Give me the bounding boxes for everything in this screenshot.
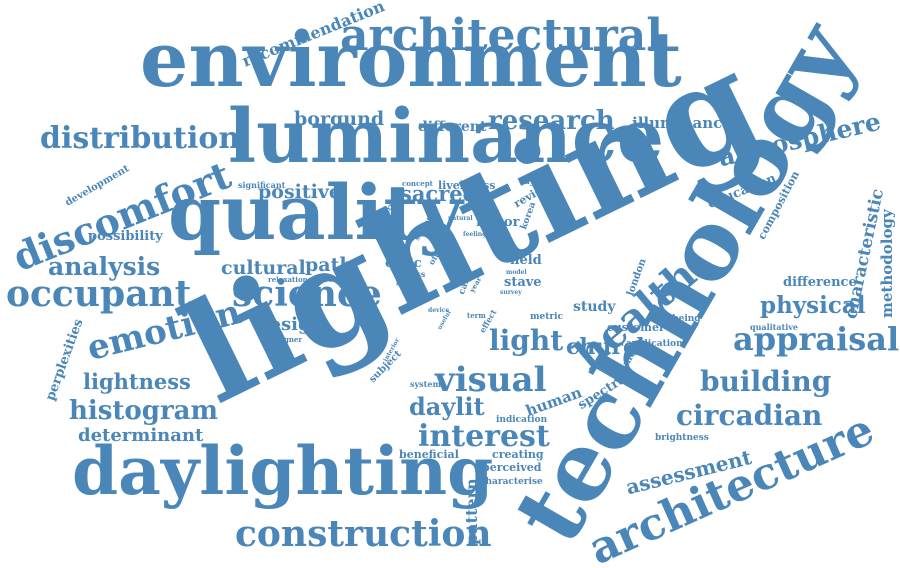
word-feeling: feeling (463, 231, 487, 238)
word-indication: indication (496, 415, 548, 425)
word-liveliness: liveliness (438, 179, 496, 192)
word-quality: quality (168, 168, 463, 257)
word-brightness: brightness (655, 433, 709, 443)
word-result: result (318, 275, 348, 285)
word-path: path (305, 254, 354, 276)
word-design: design (257, 314, 324, 335)
word-church: church (566, 334, 653, 360)
word-creating: creating (492, 448, 544, 461)
word-difference: difference (783, 275, 857, 290)
word-application: application (626, 339, 683, 349)
word-histogram: histogram (69, 396, 219, 426)
word-sacred: sacred (400, 181, 478, 206)
word-characterise: characterise (480, 477, 543, 487)
word-metric: metric (530, 312, 564, 322)
word-borgund: borgund (294, 108, 385, 130)
word-designer: designer (268, 335, 303, 344)
word-circadian: circadian (676, 399, 823, 432)
word-interest: interest (418, 419, 550, 454)
word-methodology: methodology (878, 209, 896, 318)
word-distribution: distribution (40, 121, 241, 156)
word-daylight: daylight (519, 176, 556, 186)
word-positive: positive (258, 181, 341, 203)
word-optic: optic (385, 256, 422, 271)
word-appraisal: appraisal (733, 320, 900, 358)
word-field: field (510, 253, 542, 268)
word-daylighting: daylighting (72, 432, 494, 510)
word-luminance: luminance (228, 94, 665, 180)
word-visual: visual (435, 360, 547, 400)
word-environment: environment (140, 15, 682, 104)
word-paper: paper (396, 279, 416, 286)
word-model: model (506, 269, 527, 276)
word-system: system (410, 379, 441, 389)
word-perceived: perceived (482, 461, 542, 474)
word-construction: construction (235, 513, 492, 555)
word-survey: survey (500, 289, 522, 296)
word-pattern: pattern (462, 478, 481, 545)
word-architectural: architectural (340, 10, 664, 61)
word-physical: physical (760, 292, 866, 319)
word-wellbeing: wellbeing (652, 314, 701, 324)
word-natural: natural (448, 215, 473, 222)
word-customer: customer (607, 321, 665, 334)
word-science: science (232, 273, 382, 315)
word-significant: significant (238, 180, 286, 190)
word-cross: cross (402, 269, 426, 279)
word-different: different (418, 119, 487, 135)
word-research: research (488, 106, 615, 136)
word-stave: stave (504, 275, 542, 290)
word-term: term (467, 311, 486, 320)
word-illuminance: illuminance (632, 114, 732, 132)
word-cultural: cultural (221, 257, 306, 279)
word-lightness: lightness (83, 369, 191, 394)
word-concept: concept (402, 179, 433, 188)
word-occupant: occupant (6, 273, 192, 315)
word-light: light (489, 324, 564, 357)
word-beneficial: beneficial (399, 448, 459, 461)
word-determinant: determinant (78, 425, 204, 446)
word-relaxation: relaxation (268, 275, 308, 284)
word-perplexities: perplexities (43, 317, 87, 403)
word-analysis: analysis (48, 252, 161, 281)
word-daylit: daylit (409, 392, 485, 421)
word-building: building (700, 365, 832, 398)
word-qualitative: qualitative (750, 322, 799, 332)
word-factor: factor (476, 215, 520, 230)
word-device: device (428, 307, 450, 314)
word-study: study (573, 299, 616, 315)
word-possibility: possibility (88, 229, 163, 244)
